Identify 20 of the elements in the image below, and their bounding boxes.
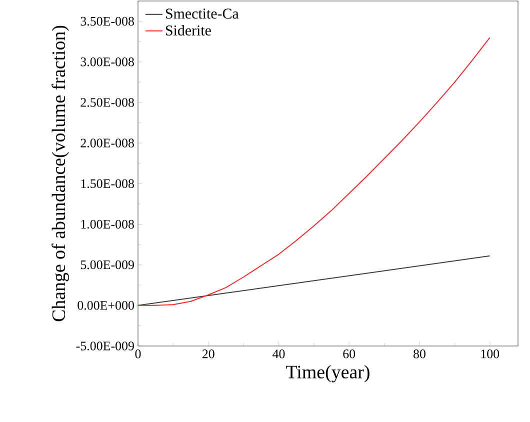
y-tick-label: 0.00E+000 (78, 301, 134, 310)
y-tick-label: 1.50E-008 (81, 179, 134, 188)
y-tick-label: 3.50E-008 (80, 16, 134, 26)
x-axis-title: Time(year) (286, 365, 370, 382)
x-tick-label: 20 (202, 350, 214, 358)
legend-label: Siderite (166, 25, 211, 36)
x-tick-label: 0 (135, 350, 141, 358)
line-series (138, 37, 490, 306)
y-tick-label: 2.00E-008 (80, 138, 134, 148)
x-tick-label: 40 (272, 350, 285, 358)
y-tick-label: -5.00E-009 (76, 342, 134, 350)
y-tick-label: 1.00E-008 (81, 220, 134, 229)
y-tick-label: 3.00E-008 (80, 57, 134, 66)
x-tick-label: 100 (481, 350, 500, 358)
x-tick-label: 60 (343, 350, 356, 358)
legend-label: Smectite-Ca (166, 8, 239, 19)
y-tick-label: 2.50E-008 (80, 98, 134, 107)
y-tick-label: 5.00E-009 (80, 260, 134, 270)
y-axis-title: Change of abundance(volume fraction) (52, 26, 69, 322)
x-tick-label: 80 (414, 350, 426, 358)
